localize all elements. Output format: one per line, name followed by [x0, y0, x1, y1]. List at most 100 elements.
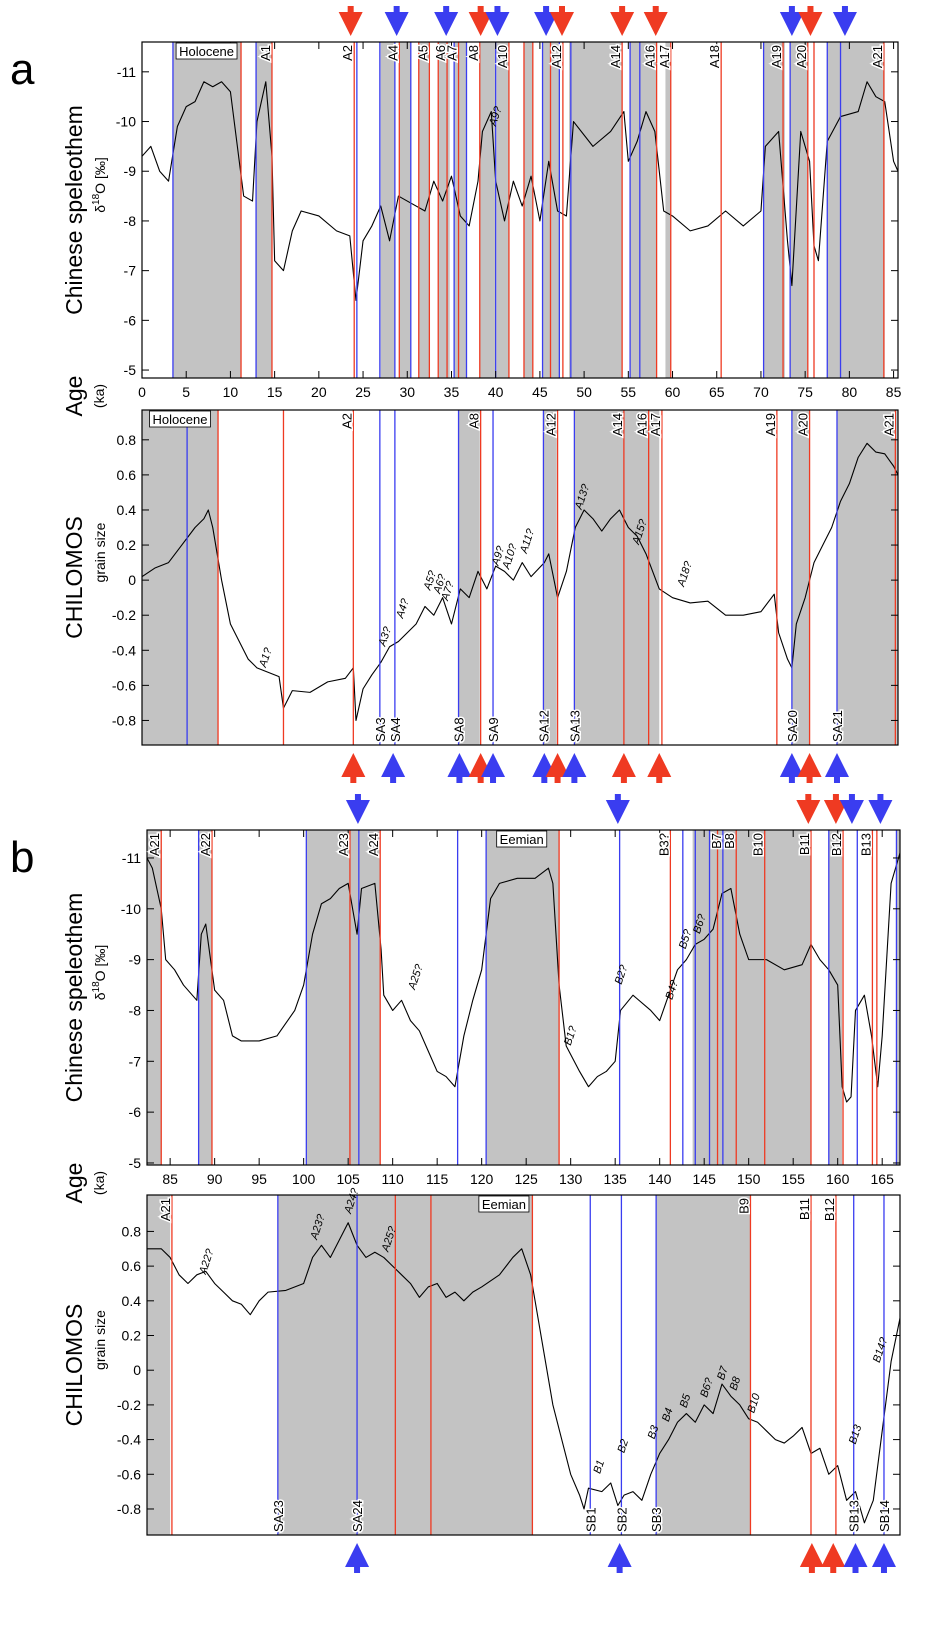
- x-tick-label: 85: [886, 384, 902, 400]
- event-arrow: [799, 1543, 824, 1573]
- interval-shade: [790, 42, 808, 378]
- x-tick-label: 45: [532, 384, 548, 400]
- event-arrow: [868, 794, 893, 824]
- y-tick-label: -0.2: [117, 1397, 141, 1413]
- event-label: A8: [467, 413, 482, 429]
- y-tick-label: -11: [117, 64, 136, 80]
- annotation: B2: [616, 1438, 632, 1455]
- event-label: A12: [544, 413, 559, 436]
- event-arrow: [605, 794, 630, 824]
- interval-shade: [574, 410, 660, 745]
- annotation: B1: [591, 1459, 607, 1476]
- panel: -11 -10 -9 -8 -7 -6 -5 85 90 95 100 105 110 115 120 125…: [10, 794, 901, 1203]
- event-label: SB13: [847, 1500, 862, 1532]
- interval-shade: [147, 830, 162, 1165]
- x-tick-label: 50: [576, 384, 592, 400]
- interval-shade: [172, 42, 242, 378]
- annotation: B4: [660, 1407, 676, 1424]
- x-tick-label: 160: [826, 1171, 850, 1187]
- y-tick-label: 0.4: [117, 502, 137, 518]
- event-label: B10: [751, 833, 766, 856]
- event-label: SA12: [536, 710, 551, 742]
- interval-shade: [458, 410, 480, 745]
- period-box: [496, 830, 548, 848]
- series-line: [147, 852, 900, 1103]
- panel-label: b: [10, 833, 34, 882]
- y-axis-unit-part: O [‰]: [92, 945, 108, 982]
- interval-shade: [496, 42, 509, 378]
- y-tick-label: -9: [124, 163, 137, 179]
- x-tick-label: 75: [797, 384, 813, 400]
- y-tick-label: 0.6: [122, 1258, 142, 1274]
- x-tick-label: 65: [709, 384, 725, 400]
- event-label: SA20: [785, 710, 800, 742]
- event-arrow: [824, 753, 849, 783]
- annotation: B14?: [871, 1335, 891, 1364]
- interval-shade: [277, 1195, 533, 1535]
- event-label: A23: [336, 833, 351, 856]
- interval-shade: [486, 830, 560, 1165]
- x-axis-unit: (ka): [91, 1171, 107, 1195]
- event-arrow: [447, 753, 472, 783]
- y-axis-title: Chinese speleothem: [61, 893, 87, 1103]
- y-tick-label: -0.8: [117, 1501, 141, 1517]
- period-box: [175, 42, 238, 60]
- x-tick-label: 130: [559, 1171, 583, 1187]
- y-tick-label: -0.4: [112, 642, 136, 658]
- y-axis-title: Chinese speleothem: [61, 105, 87, 315]
- interval-shade: [198, 830, 212, 1165]
- event-label: A21: [158, 1198, 173, 1221]
- x-tick-label: 10: [223, 384, 239, 400]
- y-tick-label: -7: [124, 263, 137, 279]
- event-arrow: [468, 6, 493, 36]
- y-axis-unit: δ18O [‰]: [91, 945, 108, 1000]
- event-arrow: [779, 753, 804, 783]
- event-label: A21: [870, 45, 885, 68]
- event-arrow: [384, 6, 409, 36]
- event-label: SA4: [388, 717, 403, 742]
- period-box: [478, 1195, 530, 1213]
- y-tick-label: -9: [129, 952, 142, 968]
- event-label: A21: [881, 413, 896, 436]
- period-label: Holocene: [153, 412, 208, 427]
- interval-shade: [896, 830, 900, 1165]
- period-box: [149, 410, 211, 428]
- interval-shade: [479, 42, 496, 378]
- event-arrow: [381, 753, 406, 783]
- y-tick-label: -8: [129, 1002, 142, 1018]
- plot-frame: [141, 41, 899, 379]
- x-tick-label: 90: [207, 1171, 223, 1187]
- event-label: A22: [198, 833, 213, 856]
- event-label: A2: [340, 45, 355, 61]
- y-tick-label: -6: [124, 312, 137, 328]
- x-tick-label: 40: [488, 384, 504, 400]
- panel: -11 -10 -9 -8 -7 -6 -50 5 10 15 20 25 30 35 40 45 50 55 60…: [10, 6, 902, 416]
- event-label: A8: [466, 45, 481, 61]
- x-tick-label: 25: [355, 384, 371, 400]
- annotation: B1?: [562, 1024, 580, 1047]
- x-axis-unit: (ka): [91, 384, 107, 408]
- event-arrow: [796, 794, 821, 824]
- event-label: A17: [648, 413, 663, 436]
- event-label: A19: [769, 45, 784, 68]
- x-tick-label: 135: [603, 1171, 627, 1187]
- event-label: B11: [797, 1198, 812, 1220]
- y-tick-label: -0.2: [112, 607, 136, 623]
- event-label: A20: [794, 45, 809, 68]
- interval-shade: [438, 42, 450, 378]
- event-arrow: [345, 1543, 370, 1573]
- event-arrow: [341, 753, 366, 783]
- interval-shade: [828, 830, 843, 1165]
- x-tick-label: 100: [292, 1171, 316, 1187]
- x-tick-label: 95: [251, 1171, 267, 1187]
- event-arrow: [821, 1543, 846, 1573]
- event-label: A16: [635, 413, 650, 436]
- x-tick-label: 110: [381, 1171, 404, 1187]
- annotation: B4?: [664, 978, 682, 1001]
- x-tick-label: 120: [470, 1171, 494, 1187]
- y-tick-label: -5: [124, 362, 137, 378]
- event-arrow: [534, 6, 559, 36]
- annotation: A4?: [394, 596, 412, 620]
- x-tick-label: 140: [648, 1171, 672, 1187]
